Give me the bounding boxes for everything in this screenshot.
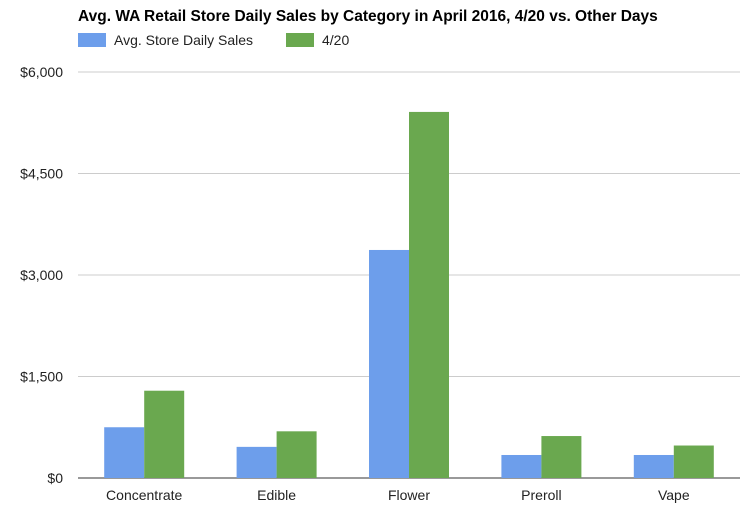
y-tick-label: $0 [47, 470, 63, 486]
bar-edible-420 [276, 431, 317, 478]
bar-flower-avg [369, 249, 409, 478]
y-tick-label: $6,000 [20, 64, 63, 80]
x-category-label: Vape [658, 487, 690, 503]
legend-swatch-420 [286, 33, 314, 47]
legend-swatch-avg [78, 33, 106, 47]
bar-preroll-avg [501, 454, 542, 478]
bar-concentrate-avg [104, 427, 145, 478]
chart-title: Avg. WA Retail Store Daily Sales by Cate… [78, 8, 658, 25]
bar-vape-avg [633, 454, 674, 478]
legend: Avg. Store Daily Sales 4/20 [78, 32, 349, 48]
legend-label-avg: Avg. Store Daily Sales [114, 32, 253, 48]
legend-label-420: 4/20 [322, 32, 349, 48]
y-tick-label: $1,500 [20, 369, 63, 385]
bar-preroll-420 [541, 436, 582, 478]
y-tick-label: $4,500 [20, 166, 63, 182]
bar-edible-avg [236, 446, 277, 478]
bar-vape-420 [673, 445, 714, 478]
x-category-label: Concentrate [106, 487, 182, 503]
y-axis-tick-labels: $0 $1,500 $3,000 $4,500 $6,000 [20, 64, 63, 486]
x-category-label: Flower [388, 487, 430, 503]
x-category-label: Edible [257, 487, 296, 503]
bar-concentrate-420 [144, 390, 185, 478]
x-axis-category-labels: Concentrate Edible Flower Preroll Vape [106, 487, 690, 503]
y-tick-label: $3,000 [20, 267, 63, 283]
bar-flower-420 [409, 111, 449, 478]
x-category-label: Preroll [521, 487, 561, 503]
bars [104, 111, 714, 478]
